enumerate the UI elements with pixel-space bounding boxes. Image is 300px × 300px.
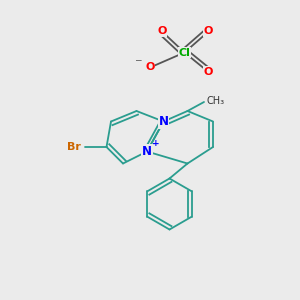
Text: CH₃: CH₃: [207, 95, 225, 106]
Text: O: O: [204, 67, 213, 77]
Text: −: −: [134, 56, 142, 64]
Text: N: N: [142, 145, 152, 158]
Text: O: O: [204, 26, 213, 37]
Text: Br: Br: [67, 142, 81, 152]
Text: +: +: [152, 140, 159, 148]
Text: O: O: [145, 62, 155, 73]
Text: N: N: [158, 115, 169, 128]
Text: Cl: Cl: [178, 47, 190, 58]
Text: O: O: [157, 26, 167, 37]
